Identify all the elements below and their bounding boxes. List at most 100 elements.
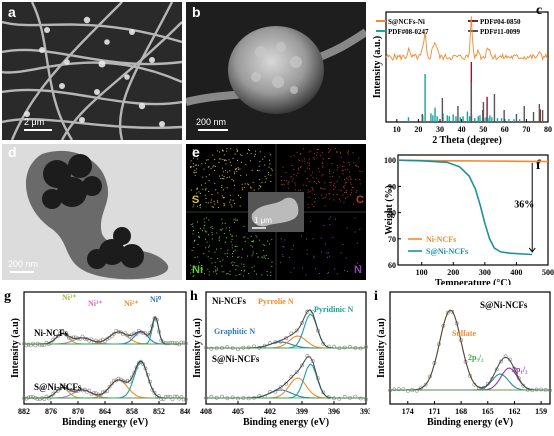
eds-dot [193,171,195,173]
eds-dot [257,169,258,171]
eds-dot [242,248,243,250]
eds-dot [298,167,299,169]
eds-dot [190,224,192,226]
eds-dot [235,245,237,247]
eds-dot [348,162,350,163]
eds-dot [280,238,282,240]
xps-s-data-point [516,376,521,381]
eds-dot [234,202,236,204]
eds-dot [192,223,193,225]
eds-dot [193,240,195,241]
eds-dot [216,248,217,250]
eds-dot [343,165,345,167]
xps-ni-data-point [141,362,146,367]
xps-s-y-axis-label: Intensity (a.u) [376,318,387,378]
eds-dot [207,166,209,168]
eds-dot [293,245,295,247]
eds-dot [234,262,236,264]
eds-dot [308,207,310,209]
eds-dot [311,204,313,206]
eds-dot [251,267,253,268]
eds-dot [202,188,204,190]
eds-dot [324,243,326,245]
eds-dot [336,152,338,154]
eds-dot [227,273,229,274]
panel-b-sem-image: b 200 nm [186,2,366,140]
tga-y-tick-label: 70 [388,235,396,244]
eds-dot [343,201,345,203]
xps-s-data-point [512,367,517,372]
eds-dot [343,186,344,188]
eds-dot [287,182,289,184]
eds-dot [234,222,235,224]
eds-dot [234,245,236,247]
eds-label-c: C [356,194,364,206]
eds-dot [223,196,225,198]
eds-dot [228,227,230,229]
eds-dot [190,272,192,274]
eds-dot [216,273,218,275]
xps-s-data-point [405,389,410,393]
xps-n-chart-svg: 408 405 402 399 396 393 Binding energy (eV) Int… [190,289,370,428]
eds-dot [237,167,239,169]
eds-dot [225,163,227,165]
eds-dot [229,274,231,275]
eds-dot [195,164,197,166]
eds-dot [311,187,313,189]
eds-dot [250,153,252,155]
eds-dot [282,183,284,185]
tga-x-tick-label: 200 [447,268,459,277]
eds-dot [256,273,257,275]
eds-dot [336,151,338,152]
eds-dot [241,257,243,259]
panel-g-xps-ni-chart: 882 876 870 864 858 852 846 Binding energy (eV)… [0,286,190,436]
eds-dot [346,177,348,179]
eds-dot [327,272,329,274]
eds-dot [245,164,247,166]
eds-dot [231,247,233,249]
eds-dot [351,186,353,188]
eds-dot [267,257,269,259]
eds-dot [250,245,252,247]
eds-dot [243,270,245,272]
eds-dot [233,171,235,173]
eds-dot [287,187,289,189]
eds-dot [226,177,228,178]
eds-dot [210,199,212,201]
eds-dot [194,169,196,171]
scale-bar-e: 1 μm [254,216,272,225]
eds-dot [350,184,352,186]
eds-dot [203,225,205,227]
eds-dot [344,169,346,171]
eds-dot [350,182,351,184]
eds-dot [204,238,206,240]
eds-dot [241,183,243,185]
tga-legend-label: Ni-NCFs [426,235,456,244]
eds-dot [220,158,222,160]
xps-s-data-point [445,310,450,315]
eds-dot [247,255,249,257]
eds-dot [262,249,264,251]
eds-dot [270,181,272,182]
eds-dot [320,194,322,196]
eds-dot [198,164,199,166]
xps-s-x-tick-label: 165 [482,407,494,416]
eds-dot [306,249,308,251]
eds-dot [322,197,324,199]
eds-dot [265,255,267,256]
eds-dot [190,264,192,266]
eds-dot [307,191,309,193]
tga-y-tick-label: 60 [388,261,396,270]
panel-label-i: i [374,289,378,304]
eds-dot [194,239,196,241]
eds-dot [234,173,236,175]
eds-dot [218,240,220,241]
eds-dot [235,218,237,220]
eds-dot [206,159,208,161]
eds-dot [193,157,194,159]
xps-n-data-point [300,363,304,368]
eds-dot [232,261,234,263]
eds-dot [251,240,253,242]
eds-dot [220,178,222,179]
xps-ni-x-tick-label: 846 [180,407,190,416]
